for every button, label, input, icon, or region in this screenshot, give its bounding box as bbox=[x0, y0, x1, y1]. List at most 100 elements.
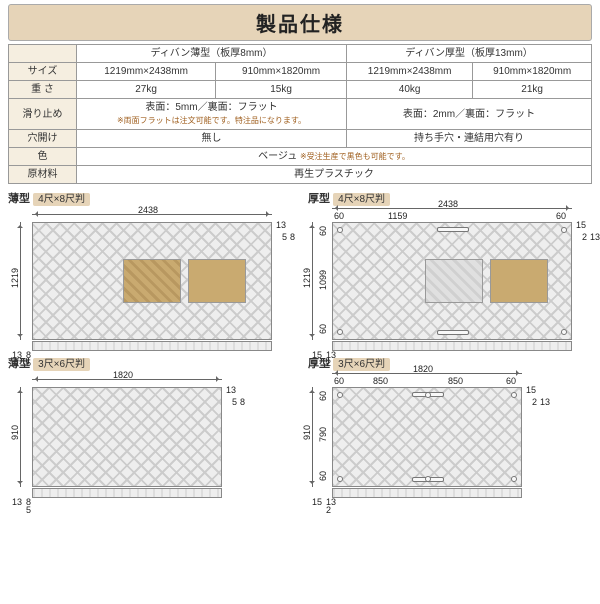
dim: 60 bbox=[334, 211, 344, 221]
link-hole bbox=[561, 227, 567, 233]
cell: 40kg bbox=[346, 81, 472, 99]
dim: 13 bbox=[226, 385, 236, 395]
dim: 1159 bbox=[388, 211, 407, 221]
row-color: 色 bbox=[9, 148, 77, 166]
dim: 13 bbox=[276, 220, 286, 230]
dim: 60 bbox=[334, 376, 344, 386]
color-note: ※受注生産で黒色も可能です。 bbox=[300, 152, 410, 161]
cell: 910mm×1820mm bbox=[473, 63, 592, 81]
dim: 5 bbox=[232, 397, 237, 407]
diagram-thin-48: 薄型 4尺×8尺判 2438 1219 13 5 8 13 8 5 bbox=[8, 190, 300, 351]
color-val: ベージュ bbox=[258, 151, 297, 162]
dim-left: 1219 bbox=[302, 268, 312, 288]
title-a: 厚型 bbox=[308, 193, 330, 205]
cell: 1219mm×2438mm bbox=[77, 63, 216, 81]
diagrams-grid: 薄型 4尺×8尺判 2438 1219 13 5 8 13 8 5 厚型 4尺×… bbox=[0, 190, 600, 504]
dim: 2 bbox=[326, 358, 331, 368]
swatch-flat bbox=[490, 259, 548, 303]
cell: 1219mm×2438mm bbox=[346, 63, 472, 81]
link-hole bbox=[561, 329, 567, 335]
title-a: 薄型 bbox=[8, 193, 30, 205]
link-hole bbox=[337, 476, 343, 482]
dim: 13 bbox=[12, 497, 22, 507]
variant-thick: ディバン厚型（板厚13mm） bbox=[346, 45, 591, 63]
diagram-thick-36: 厚型 3尺×6尺判 1820 60 850 850 60 910 60 790 … bbox=[308, 355, 600, 498]
dim: 60 bbox=[556, 211, 566, 221]
dim-top: 2438 bbox=[138, 205, 158, 215]
dim: 790 bbox=[318, 427, 328, 442]
dim: 2 bbox=[326, 505, 331, 515]
diagram-title: 薄型 4尺×8尺判 bbox=[8, 190, 300, 206]
slip-thin-note: ※両面フラットは注文可能です。特注品になります。 bbox=[117, 116, 306, 125]
dim: 13 bbox=[590, 232, 600, 242]
edge-strip bbox=[332, 341, 572, 351]
link-hole bbox=[425, 476, 431, 482]
edge-strip bbox=[332, 488, 522, 498]
tread-pattern bbox=[33, 388, 221, 486]
link-hole bbox=[511, 392, 517, 398]
dim: 850 bbox=[448, 376, 463, 386]
handle-slot bbox=[437, 330, 469, 335]
link-hole bbox=[511, 476, 517, 482]
corner-cell bbox=[9, 45, 77, 63]
cell: 表面：5mm／裏面：フラット ※両面フラットは注文可能です。特注品になります。 bbox=[77, 99, 347, 130]
dim: 2 bbox=[582, 232, 587, 242]
dim: 15 bbox=[576, 220, 586, 230]
dim: 60 bbox=[318, 226, 328, 236]
handle-slot bbox=[437, 227, 469, 232]
dim: 5 bbox=[282, 232, 287, 242]
edge-strip bbox=[32, 341, 272, 351]
cell: 再生プラスチック bbox=[77, 166, 592, 184]
dim-top: 2438 bbox=[438, 199, 458, 209]
dim: 850 bbox=[373, 376, 388, 386]
variant-thin: ディバン薄型（板厚8mm） bbox=[77, 45, 347, 63]
dim: 15 bbox=[312, 497, 322, 507]
dim-line bbox=[312, 222, 313, 340]
diagram-title: 薄型 3尺×6尺判 bbox=[8, 355, 300, 371]
title-b: 4尺×8尺判 bbox=[333, 193, 390, 206]
cell: 910mm×1820mm bbox=[216, 63, 347, 81]
panel bbox=[332, 387, 522, 487]
swatch-flat bbox=[188, 259, 246, 303]
cell: 持ち手穴・連結用穴有り bbox=[346, 130, 591, 148]
dim-left: 1219 bbox=[10, 268, 20, 288]
link-hole bbox=[337, 227, 343, 233]
cell: 27kg bbox=[77, 81, 216, 99]
dim: 60 bbox=[318, 471, 328, 481]
slip-thin: 表面：5mm／裏面：フラット bbox=[145, 102, 277, 113]
title-b: 3尺×6尺判 bbox=[333, 358, 390, 371]
title-b: 4尺×8尺判 bbox=[33, 193, 90, 206]
link-hole bbox=[337, 329, 343, 335]
page-title: 製品仕様 bbox=[9, 8, 591, 37]
cell: ベージュ ※受注生産で黒色も可能です。 bbox=[77, 148, 592, 166]
dim: 15 bbox=[312, 350, 322, 360]
title-banner: 製品仕様 bbox=[8, 4, 592, 41]
dim: 15 bbox=[526, 385, 536, 395]
dim-top: 1820 bbox=[113, 370, 133, 380]
dim-line bbox=[312, 387, 313, 487]
dim: 13 bbox=[540, 397, 550, 407]
panel bbox=[332, 222, 572, 340]
row-slip: 滑り止め bbox=[9, 99, 77, 130]
cell: 無し bbox=[77, 130, 347, 148]
row-material: 原材料 bbox=[9, 166, 77, 184]
dim: 60 bbox=[318, 391, 328, 401]
dim-line bbox=[20, 222, 21, 340]
dim: 2 bbox=[532, 397, 537, 407]
spec-table: ディバン薄型（板厚8mm） ディバン厚型（板厚13mm） サイズ 1219mm×… bbox=[8, 44, 592, 184]
dim-line bbox=[20, 387, 21, 487]
cell: 15kg bbox=[216, 81, 347, 99]
link-hole bbox=[337, 392, 343, 398]
dim: 13 bbox=[12, 350, 22, 360]
panel bbox=[32, 222, 272, 340]
dim: 60 bbox=[506, 376, 516, 386]
row-weight: 重 さ bbox=[9, 81, 77, 99]
row-size: サイズ bbox=[9, 63, 77, 81]
diagram-thin-36: 薄型 3尺×6尺判 1820 910 13 5 8 13 8 5 bbox=[8, 355, 300, 498]
dim: 5 bbox=[26, 358, 31, 368]
panel bbox=[32, 387, 222, 487]
dim: 1099 bbox=[318, 270, 328, 290]
link-hole bbox=[425, 392, 431, 398]
cell: 21kg bbox=[473, 81, 592, 99]
dim-left: 910 bbox=[302, 425, 312, 440]
